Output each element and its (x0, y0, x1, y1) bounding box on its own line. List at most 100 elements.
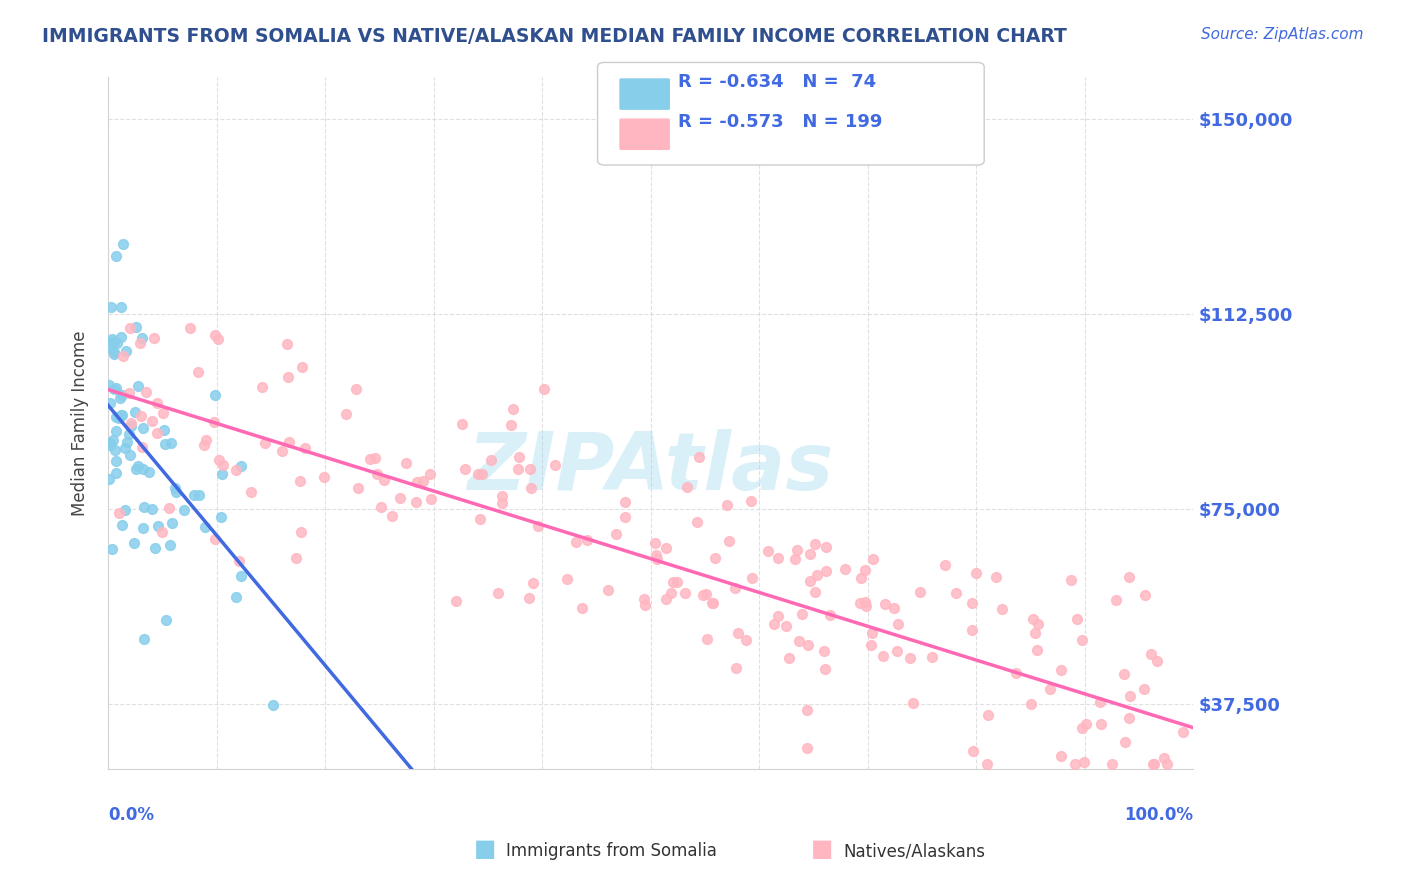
Point (135, 384, 157, 399)
Point (766, 551, 789, 566)
Point (118, 385, 141, 400)
Point (114, 344, 136, 359)
Point (598, 582, 620, 597)
Point (131, 462, 153, 476)
Point (898, 650, 921, 665)
Point (157, 500, 180, 515)
Point (644, 535, 666, 549)
Point (108, 506, 131, 520)
Point (104, 443, 127, 458)
Point (120, 417, 142, 431)
Point (960, 624, 983, 638)
Point (962, 743, 984, 757)
Point (735, 633, 758, 648)
Point (804, 585, 827, 599)
Point (756, 544, 779, 558)
Point (1118, 711, 1140, 725)
Point (517, 591, 540, 606)
Point (344, 382, 367, 396)
Point (724, 581, 747, 595)
Point (132, 500, 155, 514)
Point (520, 481, 543, 495)
Point (804, 537, 827, 551)
Text: Immigrants from Somalia: Immigrants from Somalia (506, 842, 717, 860)
Point (872, 648, 894, 663)
Point (565, 534, 588, 549)
Point (370, 500, 392, 514)
Point (976, 757, 998, 772)
Point (225, 463, 247, 477)
Point (127, 379, 149, 393)
Point (262, 698, 284, 712)
Point (152, 406, 174, 420)
Point (285, 550, 308, 565)
Point (799, 547, 821, 561)
Point (125, 462, 148, 476)
Point (114, 503, 136, 517)
Point (934, 558, 956, 573)
Point (212, 458, 235, 473)
Point (204, 327, 226, 342)
Point (250, 380, 273, 394)
Point (405, 475, 427, 489)
Point (347, 481, 370, 495)
Point (814, 661, 837, 675)
Point (193, 438, 215, 452)
Point (1019, 698, 1042, 712)
Point (209, 509, 232, 524)
Point (815, 540, 838, 554)
Text: Natives/Alaskans: Natives/Alaskans (844, 842, 986, 860)
Point (111, 408, 134, 422)
Point (853, 595, 876, 609)
Point (111, 236, 134, 251)
Point (797, 638, 820, 652)
Point (634, 599, 657, 613)
Point (702, 596, 724, 610)
Point (796, 703, 818, 717)
Point (796, 741, 818, 756)
Point (605, 527, 627, 541)
Point (1114, 735, 1136, 749)
Point (519, 462, 541, 476)
Point (645, 552, 668, 566)
Point (314, 469, 336, 483)
Point (204, 533, 226, 547)
Point (278, 434, 301, 449)
Point (112, 349, 135, 363)
Point (146, 519, 169, 533)
Point (666, 575, 689, 590)
Point (1156, 757, 1178, 772)
Point (855, 599, 877, 614)
Point (290, 524, 312, 539)
Text: 0.0%: 0.0% (108, 805, 155, 823)
Point (725, 661, 748, 675)
Text: ■: ■ (474, 838, 496, 862)
Point (100, 300, 122, 314)
Point (1133, 588, 1156, 602)
Point (718, 533, 741, 548)
Point (1063, 757, 1085, 772)
Point (153, 423, 176, 437)
Point (179, 320, 201, 334)
Point (100, 542, 122, 557)
Point (990, 602, 1012, 616)
Point (150, 524, 173, 539)
Point (506, 461, 529, 475)
Point (1073, 755, 1095, 769)
Point (775, 618, 797, 632)
Point (153, 436, 176, 450)
Point (108, 391, 131, 405)
Point (366, 467, 388, 481)
Text: R = -0.634   N =  74: R = -0.634 N = 74 (678, 72, 876, 90)
Point (229, 569, 252, 583)
Point (122, 536, 145, 550)
Point (486, 586, 509, 600)
Point (98, 472, 121, 486)
Point (853, 563, 876, 577)
Point (977, 708, 1000, 723)
Point (225, 590, 247, 604)
Point (146, 395, 169, 409)
Point (571, 600, 593, 615)
Point (688, 450, 710, 464)
Point (188, 488, 211, 502)
